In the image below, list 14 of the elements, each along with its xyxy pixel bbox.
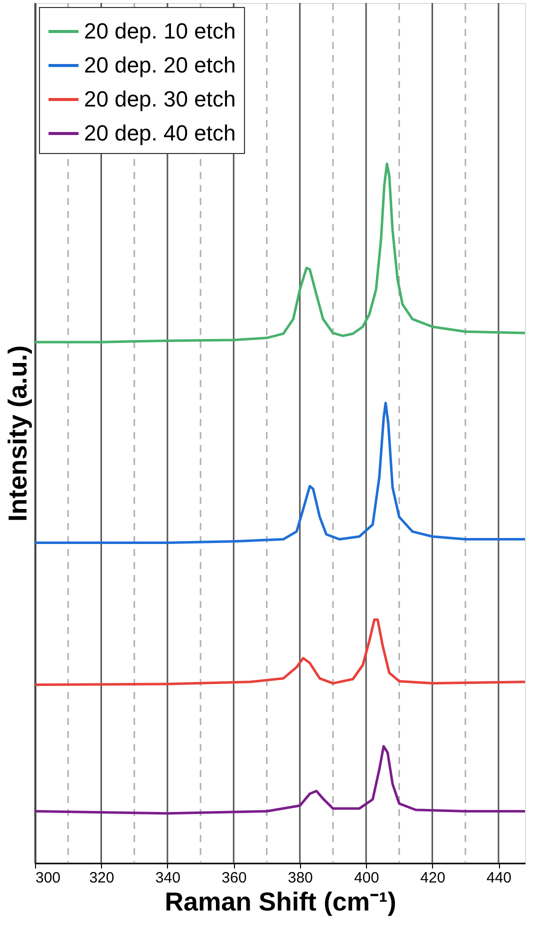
x-tick-label: 300 [36, 870, 61, 886]
legend-label: 20 dep. 40 etch [84, 120, 236, 146]
legend-label: 20 dep. 20 etch [84, 52, 236, 78]
x-axis-title: Raman Shift (cm⁻¹) [164, 886, 396, 916]
x-tick-label: 380 [288, 870, 313, 886]
x-tick-label: 440 [486, 870, 512, 886]
x-tick-label: 340 [155, 870, 180, 886]
x-tick-label: 320 [89, 870, 114, 886]
x-tick-label: 400 [354, 870, 380, 886]
x-tick-label: 420 [420, 870, 446, 886]
y-axis-title: Intensity (a.u.) [2, 345, 32, 522]
x-tick-label: 360 [222, 870, 247, 886]
legend-label: 20 dep. 10 etch [84, 18, 236, 44]
legend-label: 20 dep. 30 etch [84, 86, 236, 112]
